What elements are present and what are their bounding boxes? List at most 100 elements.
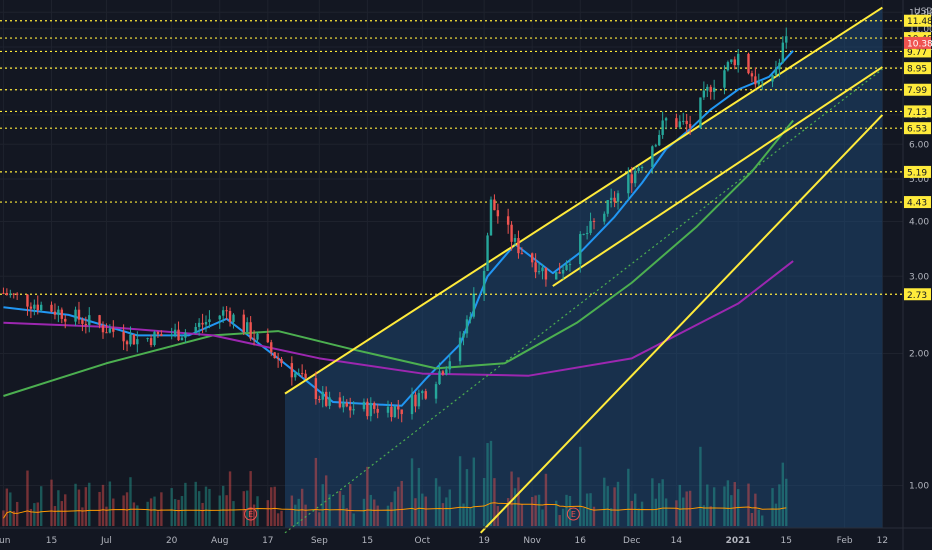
candle-body (53, 311, 57, 315)
volume-bar (149, 498, 153, 526)
candle-body (637, 168, 640, 171)
volume-bar (129, 477, 132, 526)
candle-body (201, 322, 204, 325)
volume-bar (754, 493, 757, 526)
volume-bar (434, 478, 438, 526)
candle-body (376, 408, 379, 413)
volume-bar (458, 456, 462, 526)
channel-upper-line[interactable] (284, 6, 883, 395)
channel-middle-line[interactable] (284, 68, 883, 534)
candle-body (36, 304, 39, 311)
horizontal-levels[interactable] (0, 20, 903, 295)
candle-body (252, 338, 256, 340)
candle-body (579, 234, 582, 265)
candle-body (771, 74, 774, 82)
candle-body (112, 328, 115, 332)
candle-body (77, 309, 81, 320)
volume-bar (469, 507, 472, 526)
candle-body (592, 220, 596, 222)
candle-body (754, 76, 757, 85)
candle-body (352, 409, 355, 411)
volume-bar (101, 484, 105, 526)
candle-body (785, 36, 788, 43)
time-tick-label: 15 (781, 536, 792, 546)
volume-bar (300, 488, 304, 526)
candle-body (675, 118, 678, 128)
earnings-marker[interactable] (566, 507, 580, 521)
candle-body (173, 329, 177, 335)
channel-lower-line[interactable] (479, 114, 884, 534)
volume-bar (160, 492, 163, 526)
time-tick-label: Aug (211, 536, 229, 546)
candle-body (266, 333, 270, 343)
candle-body (458, 337, 462, 362)
candle-body (345, 402, 348, 407)
volume-bar (204, 486, 208, 526)
volume-bar (761, 515, 764, 526)
volume-bar (318, 512, 321, 526)
candle-body (513, 238, 517, 242)
candle-body (558, 272, 561, 274)
candle-body (180, 337, 184, 341)
candle-body (204, 321, 208, 325)
candle-body (12, 293, 15, 295)
volume-bar (506, 498, 510, 526)
channel-inner-line[interactable] (552, 66, 883, 287)
candle-body (314, 378, 318, 400)
channel-lines[interactable] (284, 6, 884, 534)
volume-bar (613, 487, 616, 526)
volume-bar (421, 493, 424, 526)
candle-body (606, 200, 609, 214)
candle-body (101, 325, 105, 333)
level-label-box (904, 105, 931, 118)
candle-body (197, 322, 201, 327)
volume-bar (410, 458, 414, 526)
candle-body (726, 62, 730, 71)
volume-bar (29, 508, 33, 526)
candle-body (712, 87, 716, 92)
candle-body (232, 314, 235, 323)
volume-bar (568, 495, 572, 526)
candle-body (221, 310, 225, 316)
volume-bar (252, 504, 256, 526)
volume-bar (15, 501, 19, 526)
candle-body (98, 315, 101, 326)
level-label: 6.53 (907, 125, 927, 135)
candle-body (369, 402, 373, 417)
volume-bar (733, 482, 736, 526)
time-tick-label: 17 (262, 536, 273, 546)
earnings-marker-label: E (571, 510, 576, 519)
volume-bar (57, 490, 60, 526)
candle-body (489, 199, 493, 236)
earnings-marker[interactable] (244, 507, 258, 521)
volume-bar (270, 487, 273, 526)
volume-bar (530, 496, 534, 526)
volume-bar (682, 497, 685, 526)
candle-body (506, 216, 510, 225)
candle-body (15, 293, 19, 295)
candle-body (603, 213, 606, 222)
volume-bar (338, 491, 342, 526)
volume-bar (122, 495, 125, 526)
candle-body (757, 81, 760, 85)
volume-bar (5, 488, 9, 526)
volume-bar (304, 504, 307, 526)
candle-body (397, 406, 400, 410)
volume-bar (74, 483, 77, 526)
volume-bar (352, 513, 355, 526)
volume-bar (297, 498, 300, 526)
volume-bar (294, 504, 297, 526)
candle-body (730, 59, 733, 63)
volume-bar (609, 508, 613, 526)
volume-bar (153, 496, 156, 526)
volume-bar (146, 501, 149, 526)
candle-body (324, 391, 328, 406)
volume-bar (537, 494, 541, 526)
candle-body (125, 341, 129, 345)
time-axis[interactable]: Jun 15 Jul 20 Aug 17 Sep 15 Oct 19 Nov 16 Dec 14 2021 1… (0, 536, 888, 546)
candle-body (177, 329, 180, 341)
volume-bar (314, 457, 318, 526)
volume-bar (242, 491, 245, 526)
